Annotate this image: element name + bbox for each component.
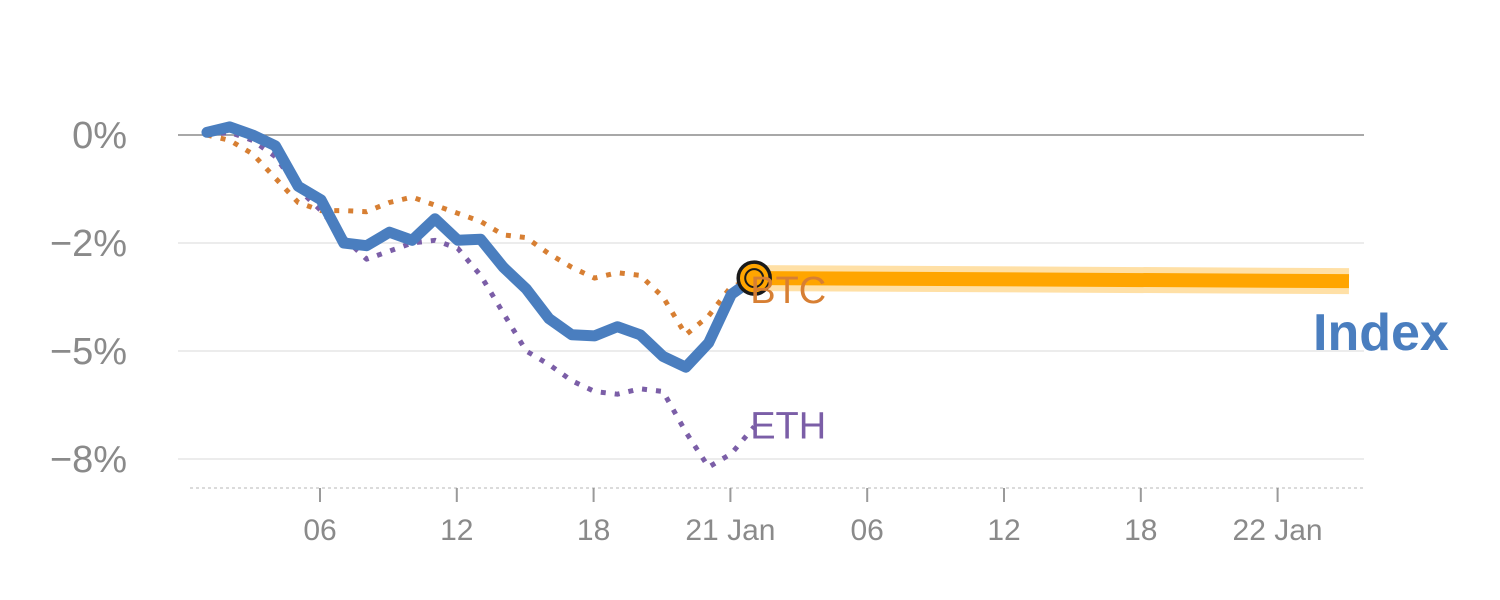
y-tick-label: −5% [50, 331, 127, 373]
series-labels: BTC ETH Index [750, 270, 1449, 448]
forecast-band [736, 260, 1350, 296]
x-tick-label: 22 Jan [1233, 514, 1323, 547]
series-lines [201, 121, 760, 470]
eth-line [206, 129, 757, 470]
eth-series-label: ETH [750, 406, 826, 448]
current-value-marker [736, 260, 772, 296]
btc-series-label: BTC [750, 270, 826, 312]
x-tick-label: 18 [1124, 514, 1157, 547]
y-axis-ticks: 0% −2% −5% −8% [50, 115, 127, 481]
y-tick-label: −2% [50, 223, 127, 265]
x-tick-label: 06 [851, 514, 884, 547]
x-tick-label: 12 [440, 514, 473, 547]
y-tick-label: −8% [50, 439, 127, 481]
index-series-label: Index [1313, 304, 1449, 362]
btc-line [206, 132, 755, 338]
current-value-marker-inner [744, 268, 765, 289]
y-tick-label: 0% [72, 115, 127, 157]
index-line [201, 121, 760, 373]
x-tick-label: 18 [577, 514, 610, 547]
x-tick-label: 12 [987, 514, 1020, 547]
x-tick-label: 21 Jan [685, 514, 775, 547]
forecast-band [754, 271, 1350, 289]
x-axis-ticks: 06 12 18 21 Jan 06 12 18 22 Jan [303, 488, 1323, 547]
x-tick-label: 06 [303, 514, 336, 547]
